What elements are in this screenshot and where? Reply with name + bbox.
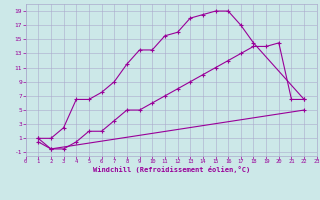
X-axis label: Windchill (Refroidissement éolien,°C): Windchill (Refroidissement éolien,°C)	[92, 166, 250, 173]
